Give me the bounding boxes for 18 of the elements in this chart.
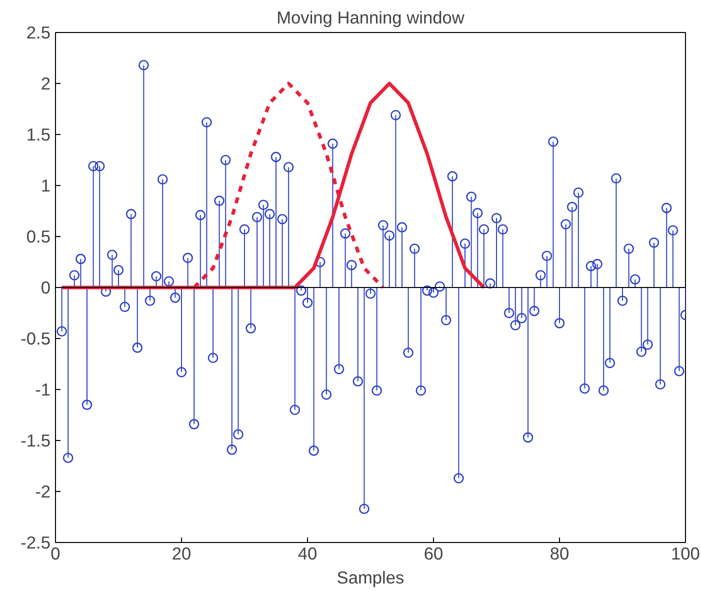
y-tick-label: 1.5 bbox=[26, 124, 51, 144]
y-tick-label: 2.5 bbox=[26, 22, 51, 42]
x-tick-label: 20 bbox=[172, 544, 192, 564]
y-tick-label: -2 bbox=[35, 482, 51, 502]
y-tick-label: 0 bbox=[40, 278, 51, 298]
y-tick-label: 2 bbox=[40, 74, 51, 94]
y-tick-label: 0.5 bbox=[26, 226, 51, 246]
y-tick-label: -1.5 bbox=[20, 430, 50, 450]
chart-title: Moving Hanning window bbox=[276, 8, 465, 28]
x-tick-label: 40 bbox=[298, 544, 318, 564]
x-tick-label: 80 bbox=[550, 544, 570, 564]
y-tick-label: -1 bbox=[35, 380, 51, 400]
y-tick-label: -0.5 bbox=[20, 328, 50, 348]
x-axis-title: Samples bbox=[336, 568, 405, 588]
x-tick-label: 60 bbox=[424, 544, 444, 564]
y-tick-label: 1 bbox=[40, 176, 51, 196]
x-tick-label: 100 bbox=[671, 544, 700, 564]
y-tick-label: -2.5 bbox=[20, 532, 50, 552]
